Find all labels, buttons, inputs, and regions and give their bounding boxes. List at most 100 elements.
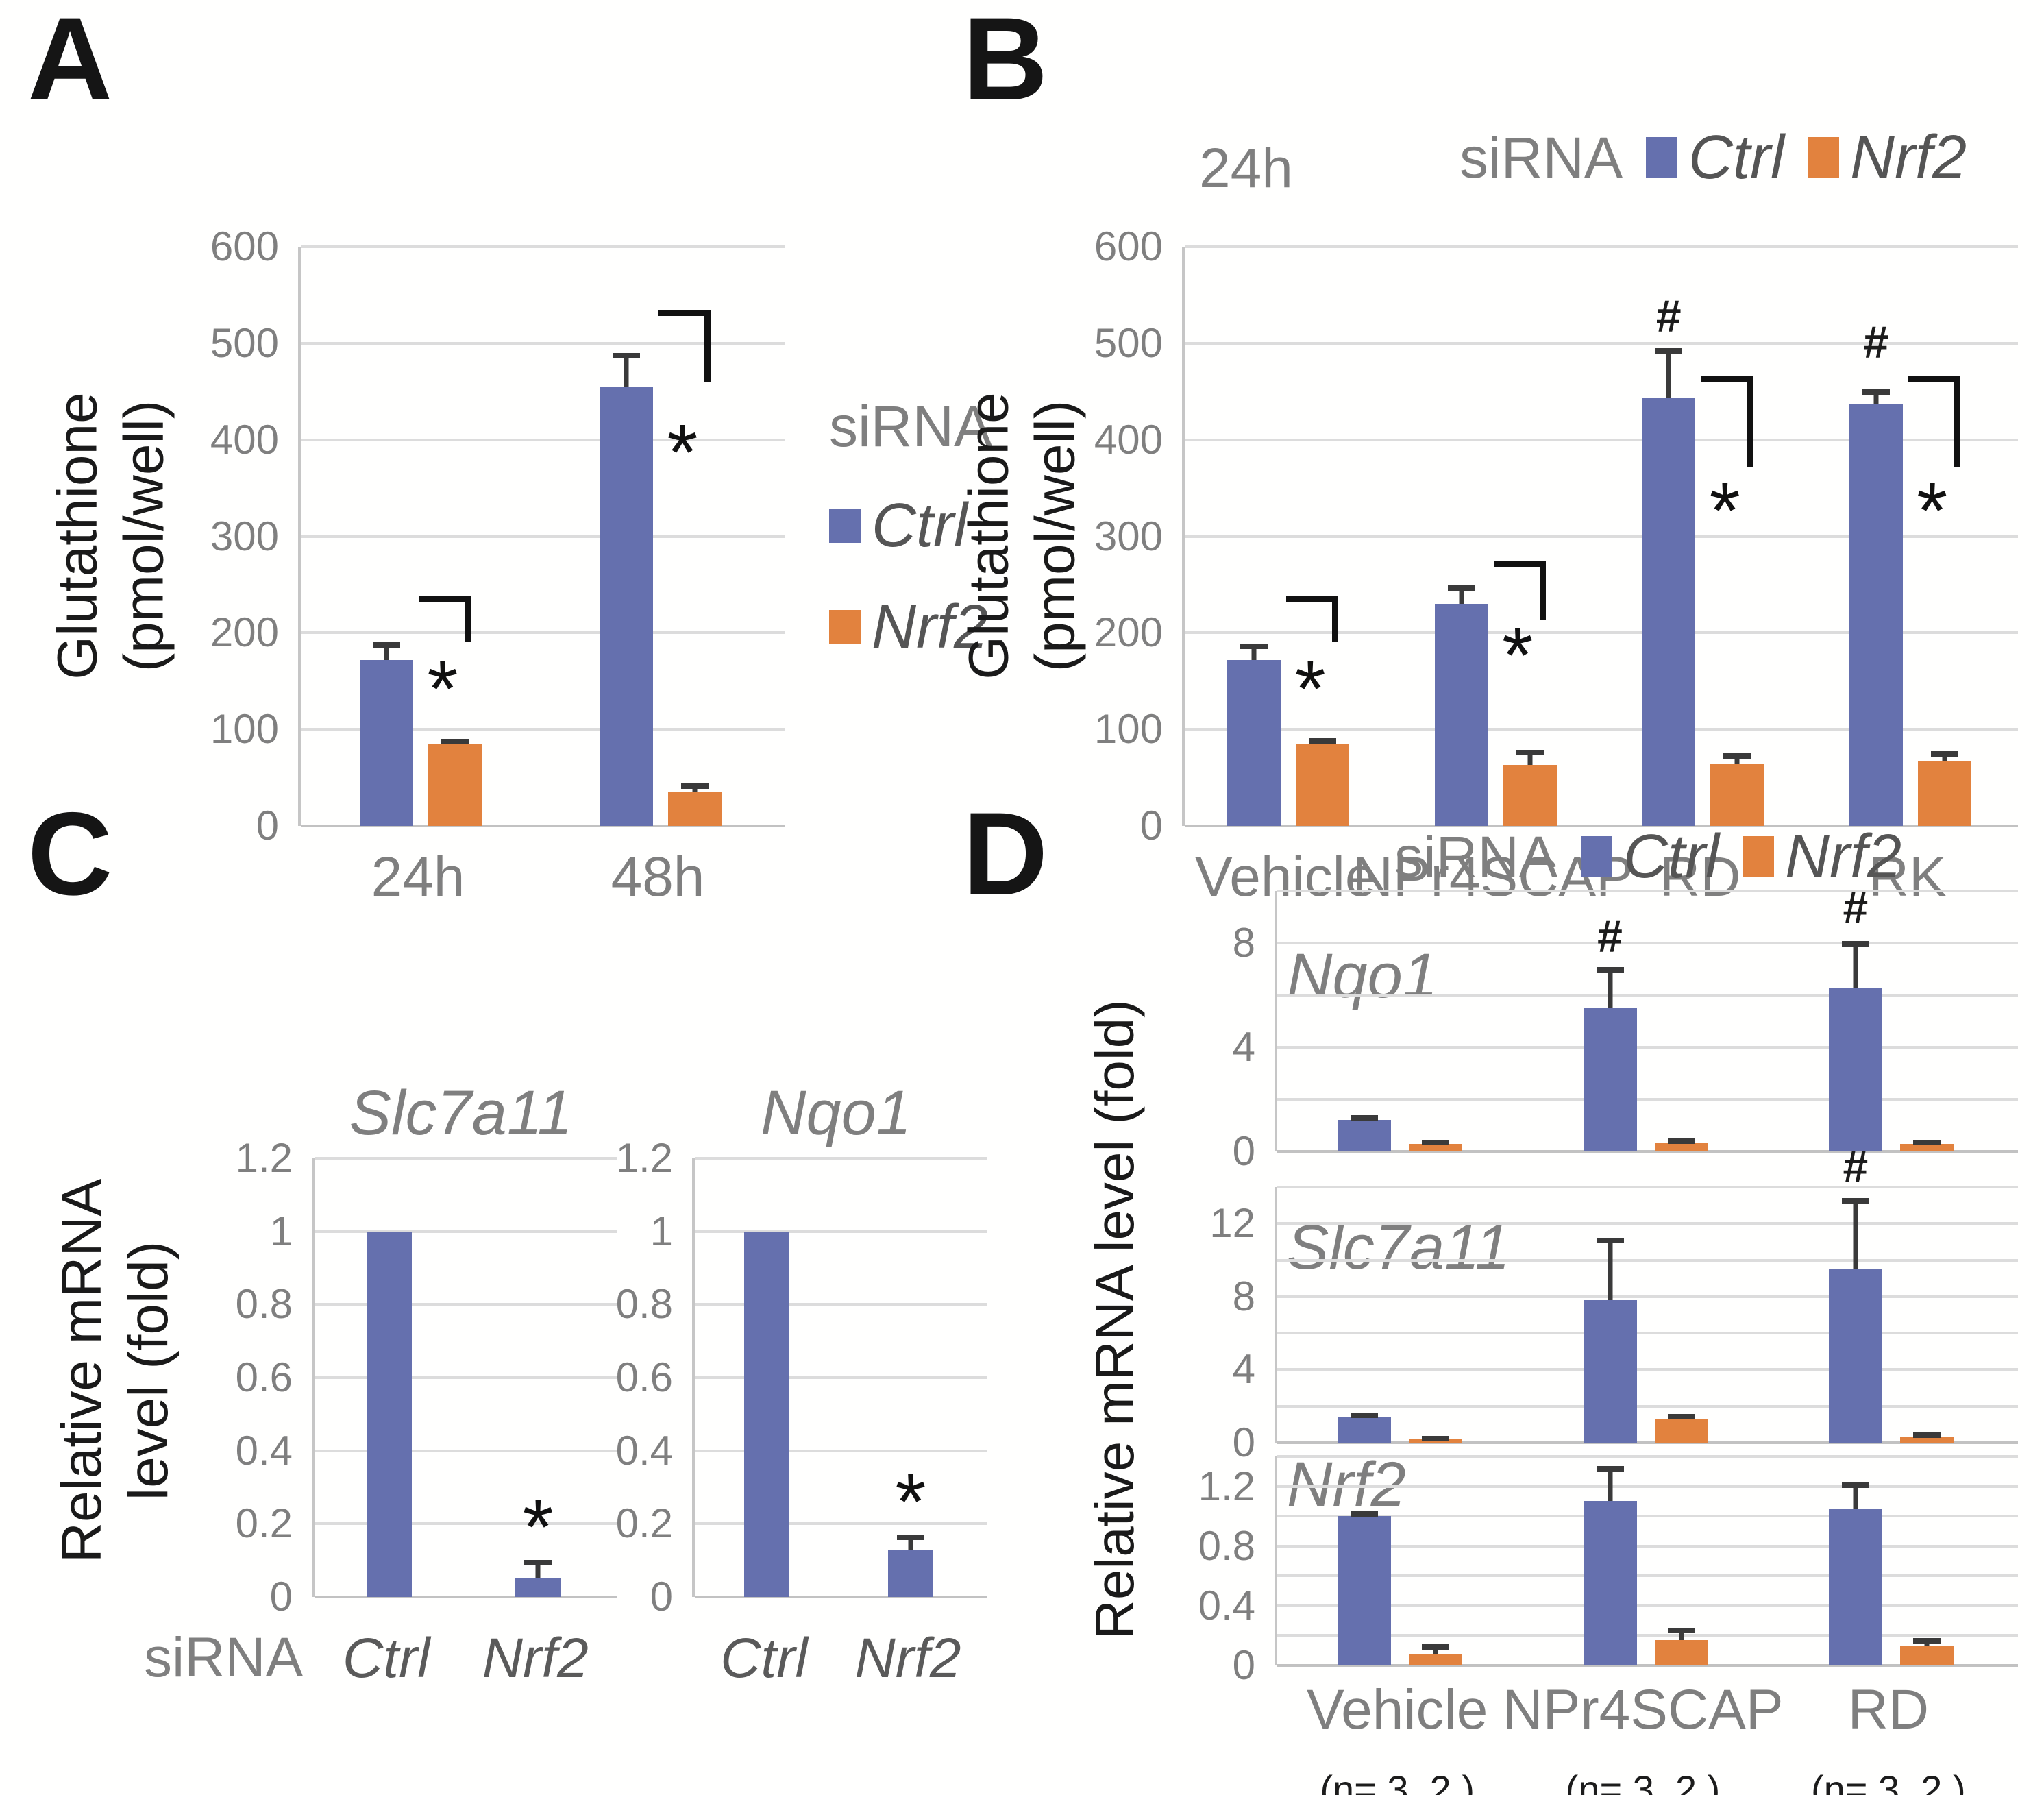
error-bar [1447,585,1475,604]
category-label: Vehicle [1306,1678,1488,1741]
plot-area: # [1275,1144,2018,1444]
x-axis-labels: Ctrl Nrf2 [312,1627,610,1795]
bar-ctrl-rd [1642,398,1696,826]
error-bar [1351,1412,1379,1418]
error-bar [1596,967,1624,1008]
gridline [1185,438,2018,441]
y-tick-label: 0 [1232,1419,1255,1465]
gridline [1277,1574,2018,1578]
hash-mark: # [1843,882,1869,933]
chart-d-nrf2: Nrf2 0 0.4 0.8 1.2 Vehicle (n= 3, 2 ) NPr4SCAP… [1198,1453,2018,1795]
d-nqo1-title: Nqo1 [1287,941,1438,1011]
category-label: 24h [371,846,465,908]
bar-ctrl-rk [1849,404,1903,826]
gridline [695,1449,987,1452]
gridline [1185,245,2018,248]
category-label: Vehicle [1195,846,1377,908]
gridline [315,1522,617,1526]
y-axis-ticks: 0 0.2 0.4 0.6 0.8 1 1.2 [550,1138,673,1617]
plot-area: * * [298,245,785,827]
y-tick-label: 0.8 [235,1281,293,1328]
bar-nrf2-npr4scap [1503,765,1557,826]
a-y-axis-title-line1: Glutathione [46,392,109,680]
gridline [1277,1046,2018,1049]
y-tick-label: 0 [1140,803,1163,848]
b-timepoint-label: 24h [1199,137,1293,199]
c-y-axis-title-line1: Relative mRNA [51,1178,113,1563]
y-tick-label: 200 [1094,609,1163,656]
d-slc7a11-title: Slc7a11 [1287,1212,1510,1282]
chart-c-slc7a11: Slc7a11 * 0 0.2 0.4 0.6 0.8 1 1.2 Ctrl Nrf2 [236,1082,617,1689]
c-slc7a11-title: Slc7a11 [349,1078,573,1148]
y-tick-label: 1.2 [235,1135,293,1181]
significance-star: * [522,1482,554,1572]
y-tick-label: 300 [210,513,279,559]
error-bar [613,352,640,387]
y-tick-label: 100 [210,706,279,753]
y-tick-label: 0.6 [235,1354,293,1400]
gridline [1277,1186,2018,1188]
significance-bracket [1493,561,1546,621]
d-legend-nrf2-label: Nrf2 [1784,822,1902,891]
bar-mrna-ctrl [366,1231,412,1597]
significance-bracket [658,310,711,382]
gridline [1185,341,2018,345]
error-bar [1912,1432,1941,1438]
d-legend-item-ctrl: Ctrl [1581,826,1719,888]
y-tick-label: 600 [1094,223,1163,269]
bar-nrf2-vehicle [1409,1653,1463,1665]
gridline [1277,1150,2018,1153]
error-bar [1667,1627,1695,1640]
significance-star: * [1294,644,1326,734]
y-tick-label: 500 [210,319,279,366]
x-axis-labels: Vehicle (n= 3, 2 ) NPr4SCAP (n= 3, 2 ) RD (n=… [1275,1678,2011,1795]
y-tick-label: 4 [1232,1346,1255,1393]
bar-ctrl-npr4scap [1583,1300,1637,1443]
gridline [1277,1441,2018,1444]
hash-mark: # [1597,910,1623,962]
y-tick-label: 0 [1232,1128,1255,1174]
category-label: RD [1847,1678,1930,1741]
a-legend: siRNA Ctrl Nrf2 [829,398,992,658]
bar-nrf2-rd [1899,1646,1954,1665]
error-bar [1930,751,1958,761]
bar-nrf2-vehicle [1296,744,1350,826]
gridline [315,1449,617,1452]
panel-c-letter: C [27,788,112,920]
panel-b-letter: B [963,0,1048,125]
hash-mark: # [1655,290,1682,341]
gridline [1277,1098,2018,1101]
gridline [1277,1544,2018,1548]
y-tick-label: 12 [1209,1200,1255,1247]
bar-ctrl-24h [360,659,413,826]
c-sirna-axis-label: siRNA [144,1626,304,1689]
gridline [1277,1332,2018,1335]
significance-star: * [895,1456,926,1546]
gridline [1277,942,2018,944]
y-tick-label: 0 [269,1574,293,1620]
ctrl-swatch-icon [1581,836,1613,877]
b-y-axis-title-line1: Glutathione [957,392,1020,680]
error-bar [1596,1466,1624,1501]
n-label: (n= 3, 2 ) [1565,1768,1721,1795]
gridline [301,631,785,635]
error-bar [1723,753,1751,764]
bar-nrf2-rd [1899,1436,1954,1443]
y-tick-label: 0.2 [615,1500,673,1547]
y-tick-label: 0.8 [1198,1522,1255,1569]
error-bar [1841,941,1869,988]
gridline [695,1303,987,1306]
gridline [301,728,785,731]
gridline [1277,1404,2018,1408]
bar-nrf2-rk [1917,761,1971,826]
error-bar [1667,1414,1695,1420]
ctrl-swatch-icon [829,509,861,543]
chart-panel-a: * * 0 100 200 300 400 500 600 24h 48h [210,226,785,908]
y-tick-label: 0.6 [615,1354,673,1400]
y-tick-label: 8 [1232,1273,1255,1319]
d-legend: siRNA Ctrl Nrf2 [1394,826,1901,888]
gridline [301,535,785,538]
error-bar [1655,347,1683,398]
error-bar [681,783,709,792]
